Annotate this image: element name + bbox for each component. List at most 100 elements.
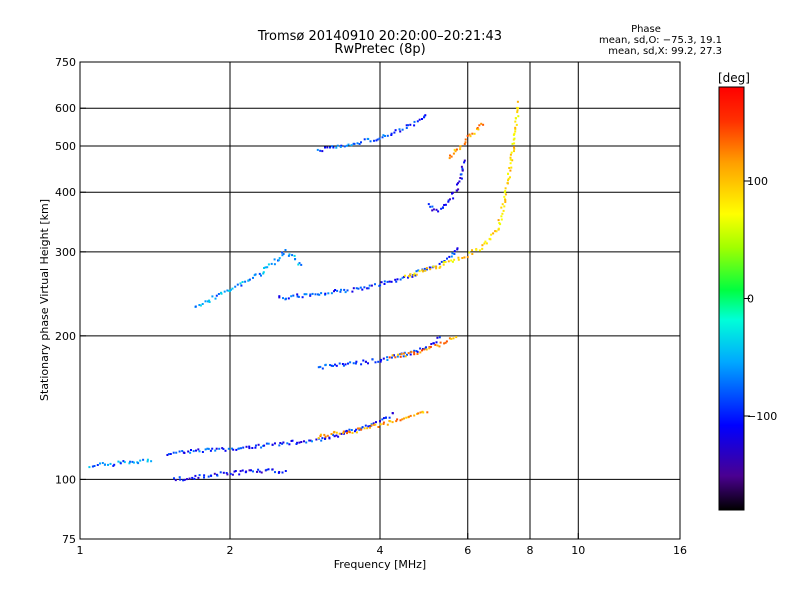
echo-point [113,463,116,466]
echo-point [131,460,134,463]
echo-point [447,200,450,203]
echo-point [332,433,335,436]
echo-point [271,443,274,446]
echo-point [423,115,426,118]
echo-point [408,275,411,278]
echo-point [457,188,460,191]
echo-point [309,294,312,297]
echo-point [334,289,337,291]
echo-point [513,132,516,135]
echo-point [301,296,304,299]
echo-point [382,134,385,137]
echo-point [291,254,294,257]
echo-point [507,179,509,182]
echo-point [318,293,321,296]
echo-point [355,431,358,434]
echo-point [360,141,362,144]
echo-point [445,340,448,343]
echo-point [210,474,213,477]
phase-stats-x: mean, sd,X: 99.2, 27.3 [608,46,722,57]
echo-point [290,295,293,298]
echo-point [434,343,437,346]
echo-point [404,355,407,358]
echo-point [383,283,386,285]
echo-point [382,357,385,360]
echo-point [231,447,233,450]
echo-point [198,450,201,453]
echo-point [373,139,375,142]
echo-point [214,449,217,452]
echo-point [421,349,423,352]
colorbar [718,86,745,511]
echo-point [267,442,270,445]
echo-point [282,441,285,444]
echo-point [367,425,370,428]
echo-point [449,154,451,157]
echo-point [468,251,471,254]
echo-point [511,142,514,145]
echo-point [511,159,514,162]
echo-point [349,361,352,364]
echo-point [369,140,372,143]
echo-point [172,451,175,454]
x-tick-label: 10 [571,544,585,557]
echo-point [399,130,402,133]
echo-point [453,148,456,151]
echo-point [382,421,385,424]
echo-point [421,270,424,273]
echo-point [406,353,408,356]
echo-point [364,424,367,427]
echo-point [150,460,153,463]
echo-point [413,272,416,275]
x-tick-label: 2 [227,544,234,557]
echo-point [309,293,312,296]
echo-point [358,143,361,145]
echo-point [515,123,518,126]
echo-point [278,295,281,298]
echo-point [376,138,379,141]
echo-point [359,286,362,289]
echo-point [466,256,469,259]
echo-point [262,271,265,274]
echo-point [513,137,516,140]
echo-point [374,361,377,364]
echo-point [386,359,389,361]
echo-point [503,191,506,194]
echo-point [439,341,442,344]
echo-point [333,430,336,433]
echo-point [198,474,201,477]
echo-point [461,257,464,259]
echo-point [281,251,284,254]
echo-point [513,146,515,149]
echo-point [507,177,510,180]
echo-point [300,263,303,266]
echo-point [438,262,441,265]
echo-point [204,448,207,451]
echo-point [386,423,389,426]
echo-point [457,258,460,261]
echo-point [357,427,360,430]
echo-point [440,260,443,263]
echo-point [287,254,290,257]
echo-point [516,111,519,114]
echo-point [501,212,504,215]
echo-point [362,359,365,362]
echo-point [482,123,485,126]
echo-point [319,435,322,437]
echo-point [371,358,374,361]
echo-point [218,447,221,450]
echo-point [514,120,517,123]
echo-point [305,293,308,296]
echo-point [442,261,445,264]
echo-point [444,261,447,263]
echo-point [510,166,513,169]
echo-point [219,471,222,474]
echo-point [303,440,305,443]
echo-point [360,363,363,366]
echo-point [370,423,373,426]
echo-point [471,253,474,255]
echo-point [273,258,276,261]
echo-point [379,284,382,287]
echo-point [426,268,428,271]
echo-point [399,355,402,358]
